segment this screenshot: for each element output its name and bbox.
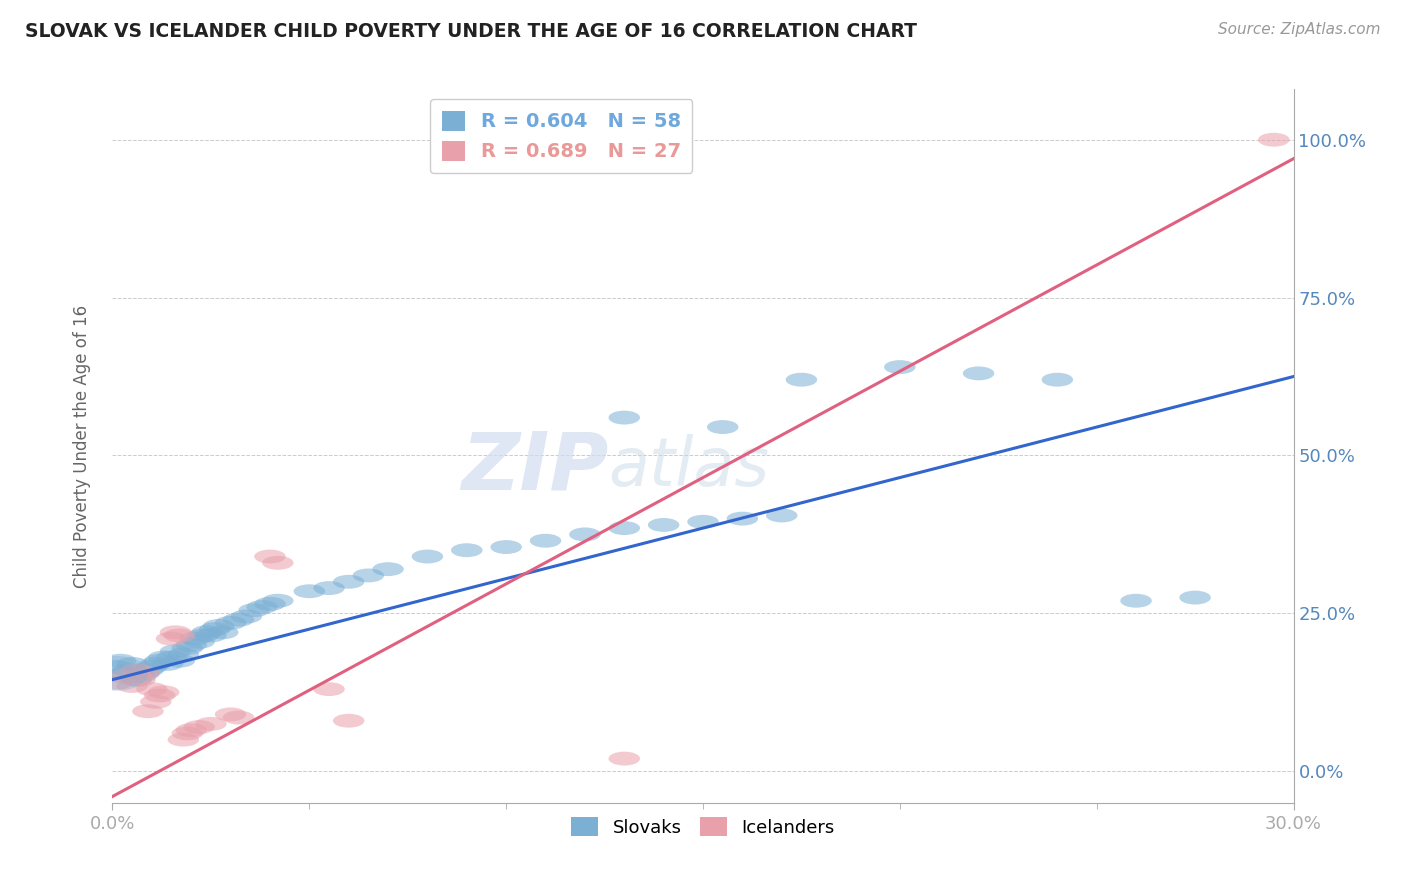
Ellipse shape	[262, 556, 294, 570]
Ellipse shape	[207, 625, 239, 640]
Ellipse shape	[112, 664, 143, 677]
Ellipse shape	[1180, 591, 1211, 605]
Ellipse shape	[254, 549, 285, 564]
Ellipse shape	[176, 638, 207, 652]
Ellipse shape	[333, 574, 364, 589]
Ellipse shape	[172, 641, 202, 655]
Ellipse shape	[195, 629, 226, 642]
Ellipse shape	[141, 695, 172, 709]
Ellipse shape	[707, 420, 738, 434]
Ellipse shape	[1258, 133, 1289, 146]
Text: atlas: atlas	[609, 434, 769, 500]
Ellipse shape	[141, 657, 172, 671]
Ellipse shape	[569, 527, 600, 541]
Ellipse shape	[183, 720, 215, 734]
Ellipse shape	[172, 726, 202, 740]
Text: SLOVAK VS ICELANDER CHILD POVERTY UNDER THE AGE OF 16 CORRELATION CHART: SLOVAK VS ICELANDER CHILD POVERTY UNDER …	[25, 22, 917, 41]
Ellipse shape	[124, 670, 156, 683]
Ellipse shape	[491, 540, 522, 554]
Ellipse shape	[191, 625, 222, 640]
Y-axis label: Child Poverty Under the Age of 16: Child Poverty Under the Age of 16	[73, 304, 91, 588]
Ellipse shape	[152, 657, 183, 671]
Ellipse shape	[124, 673, 156, 687]
Legend: Slovaks, Icelanders: Slovaks, Icelanders	[564, 810, 842, 844]
Ellipse shape	[148, 685, 180, 699]
Ellipse shape	[884, 360, 915, 374]
Ellipse shape	[333, 714, 364, 728]
Ellipse shape	[121, 664, 152, 677]
Ellipse shape	[183, 635, 215, 648]
Ellipse shape	[314, 682, 344, 696]
Ellipse shape	[451, 543, 482, 558]
Ellipse shape	[314, 582, 344, 595]
Ellipse shape	[132, 664, 163, 677]
Ellipse shape	[104, 654, 136, 667]
Ellipse shape	[143, 654, 176, 667]
Ellipse shape	[373, 562, 404, 576]
Ellipse shape	[262, 594, 294, 607]
Ellipse shape	[688, 515, 718, 529]
Ellipse shape	[187, 629, 219, 642]
Ellipse shape	[353, 568, 384, 582]
Ellipse shape	[239, 603, 270, 617]
Ellipse shape	[648, 518, 679, 532]
Ellipse shape	[294, 584, 325, 599]
Ellipse shape	[108, 670, 141, 683]
Ellipse shape	[180, 632, 211, 646]
Ellipse shape	[160, 644, 191, 658]
Ellipse shape	[786, 373, 817, 386]
Ellipse shape	[222, 711, 254, 724]
Ellipse shape	[163, 654, 195, 667]
Ellipse shape	[412, 549, 443, 564]
Ellipse shape	[156, 632, 187, 646]
Ellipse shape	[128, 666, 160, 681]
Ellipse shape	[148, 650, 180, 665]
Ellipse shape	[609, 410, 640, 425]
Ellipse shape	[176, 723, 207, 737]
Ellipse shape	[128, 666, 160, 681]
Ellipse shape	[609, 752, 640, 765]
Ellipse shape	[160, 625, 191, 640]
Ellipse shape	[1042, 373, 1073, 386]
Ellipse shape	[246, 600, 278, 614]
Ellipse shape	[195, 717, 226, 731]
Ellipse shape	[121, 673, 152, 687]
Ellipse shape	[143, 689, 176, 702]
Ellipse shape	[766, 508, 797, 523]
Ellipse shape	[254, 597, 285, 611]
Ellipse shape	[727, 512, 758, 525]
Ellipse shape	[530, 533, 561, 548]
Ellipse shape	[117, 657, 148, 671]
Ellipse shape	[202, 619, 235, 633]
Ellipse shape	[609, 521, 640, 535]
Ellipse shape	[136, 660, 167, 674]
Ellipse shape	[84, 656, 148, 690]
Ellipse shape	[231, 609, 262, 624]
Ellipse shape	[117, 679, 148, 693]
Ellipse shape	[108, 666, 141, 681]
Ellipse shape	[215, 707, 246, 722]
Ellipse shape	[101, 676, 132, 690]
Ellipse shape	[132, 705, 163, 718]
Ellipse shape	[222, 613, 254, 626]
Ellipse shape	[963, 367, 994, 380]
Ellipse shape	[136, 682, 167, 696]
Ellipse shape	[1121, 594, 1152, 607]
Ellipse shape	[156, 650, 187, 665]
Ellipse shape	[163, 629, 195, 642]
Ellipse shape	[215, 615, 246, 630]
Ellipse shape	[167, 648, 200, 661]
Text: Source: ZipAtlas.com: Source: ZipAtlas.com	[1218, 22, 1381, 37]
Ellipse shape	[200, 623, 231, 636]
Text: ZIP: ZIP	[461, 428, 609, 507]
Ellipse shape	[101, 660, 132, 674]
Ellipse shape	[167, 732, 200, 747]
